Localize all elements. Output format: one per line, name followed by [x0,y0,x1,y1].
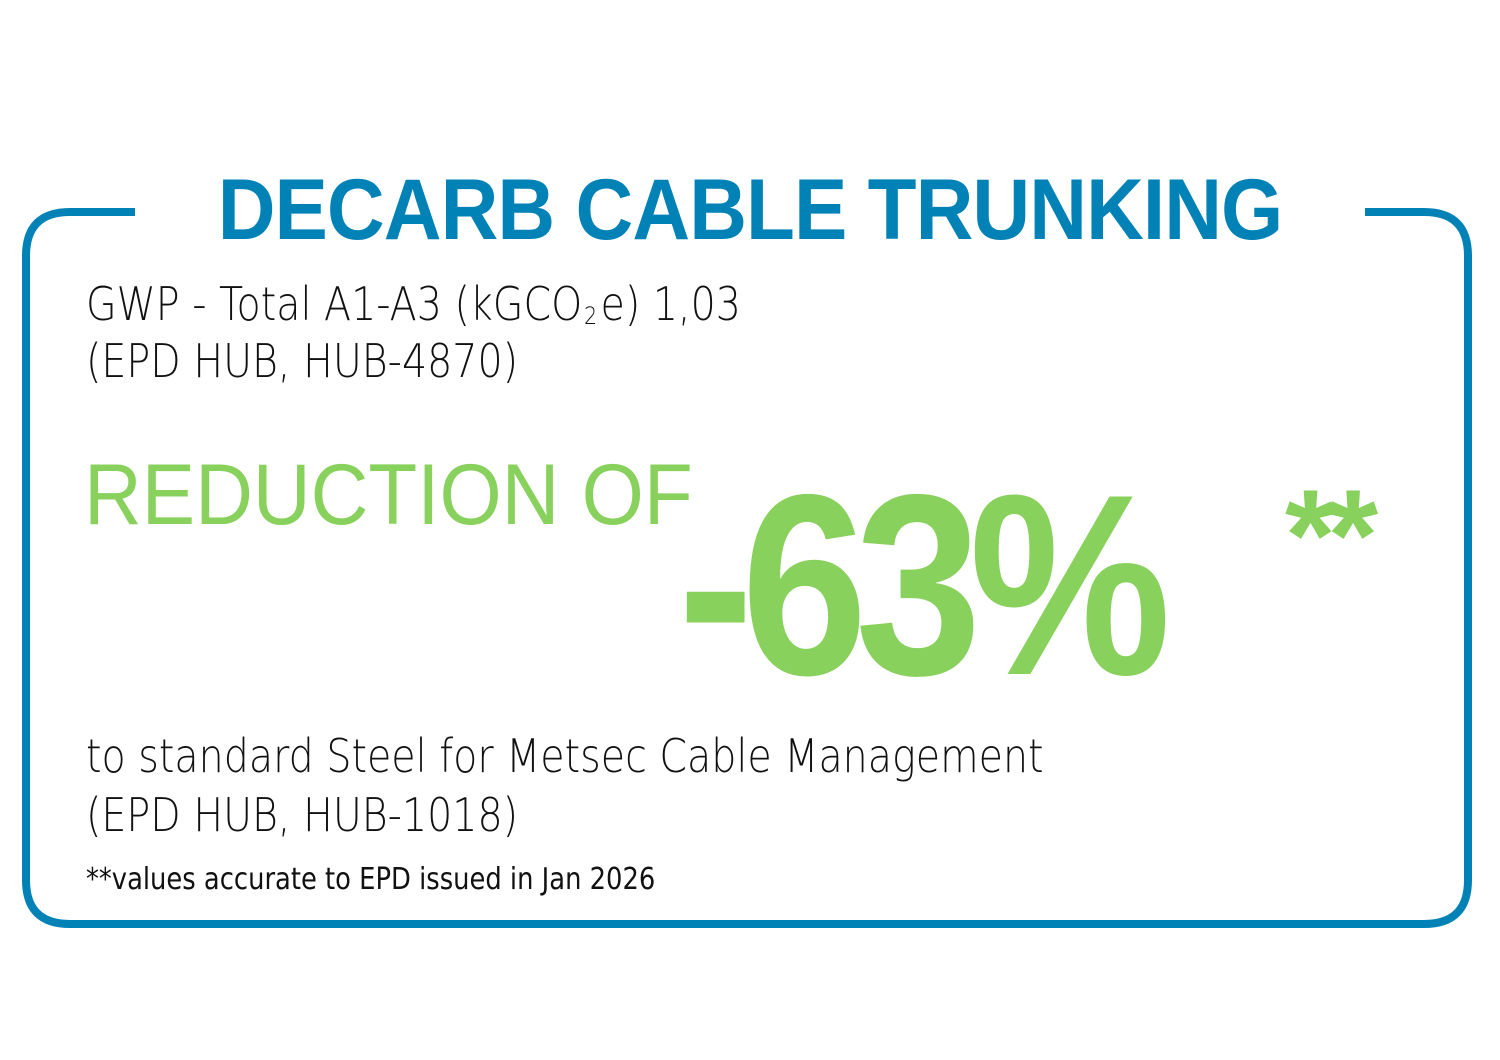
gwp-suffix: e) 1,03 [600,277,741,331]
reduction-value: -63% [678,440,1171,729]
comparison-source: (EPD HUB, HUB-1018) [86,788,519,842]
gwp-source: (EPD HUB, HUB-4870) [86,334,519,388]
gwp-value-line: GWP - Total A1-A3 (kGCO2e) 1,03 [86,276,741,344]
comparison-text: to standard Steel for Metsec Cable Manag… [86,729,1044,783]
reduction-footnote-marker: ** [1285,462,1378,608]
reduction-label: REDUCTION OF [84,447,693,543]
footnote: **values accurate to EPD issued in Jan 2… [86,862,656,897]
card-title: DECARB CABLE TRUNKING [217,162,1284,258]
gwp-subscript: 2 [583,302,598,330]
gwp-prefix: GWP - Total A1-A3 (kGCO [86,277,583,331]
